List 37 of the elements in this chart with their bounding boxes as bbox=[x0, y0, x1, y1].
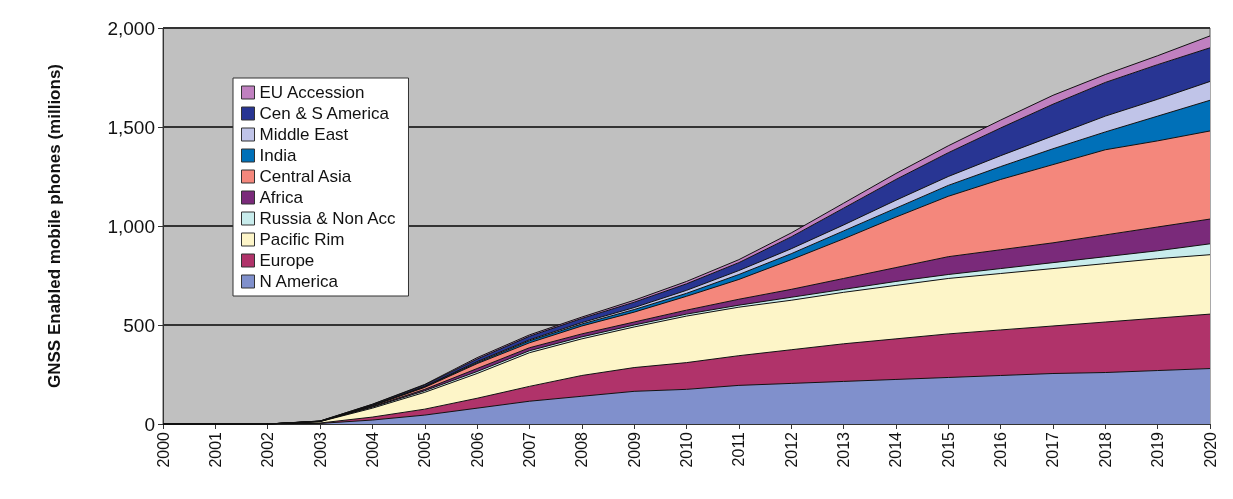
legend-label: Cen & S America bbox=[259, 104, 390, 123]
x-tick-label: 2010 bbox=[678, 431, 695, 468]
legend-label: Central Asia bbox=[259, 167, 352, 186]
x-tick-label: 2009 bbox=[625, 431, 643, 468]
x-tick-label: 2004 bbox=[363, 431, 381, 468]
y-tick-label: 1,500 bbox=[107, 116, 155, 138]
x-tick-label: 2017 bbox=[1044, 431, 1062, 468]
legend-label: Russia & Non Acc bbox=[259, 209, 397, 228]
legend-label: Pacific Rim bbox=[259, 230, 345, 249]
legend-label: Africa bbox=[259, 188, 304, 207]
y-tick-label: 1,000 bbox=[107, 215, 155, 237]
x-tick-label: 2012 bbox=[782, 431, 800, 468]
x-tick-label: 2008 bbox=[573, 431, 591, 468]
x-tick-label: 2015 bbox=[939, 431, 957, 468]
x-tick-label: 2007 bbox=[520, 431, 538, 468]
x-tick-label: 2014 bbox=[887, 431, 905, 468]
x-tick-label: 2020 bbox=[1201, 431, 1219, 468]
x-tick-label: 2006 bbox=[468, 431, 486, 468]
x-tick-label: 2019 bbox=[1149, 431, 1167, 468]
legend-label: N America bbox=[259, 272, 339, 291]
legend-label: Middle East bbox=[259, 125, 349, 144]
legend-label: Europe bbox=[259, 251, 315, 270]
x-tick-label: 2016 bbox=[992, 431, 1010, 468]
legend-label: India bbox=[259, 146, 297, 165]
x-tick-label: 2018 bbox=[1096, 431, 1114, 468]
x-tick-label: 2001 bbox=[206, 431, 224, 468]
y-tick-label: 500 bbox=[123, 314, 155, 336]
x-tick-label: 2003 bbox=[311, 431, 329, 468]
y-tick-label: 0 bbox=[144, 413, 155, 435]
legend-label: EU Accession bbox=[259, 83, 365, 102]
x-tick-label: 2002 bbox=[259, 431, 277, 468]
x-tick-label: 2000 bbox=[154, 431, 172, 468]
y-tick-label: 2,000 bbox=[107, 17, 155, 39]
x-tick-label: 2013 bbox=[835, 431, 853, 468]
x-tick-label: 2011 bbox=[730, 431, 748, 467]
x-tick-label: 2005 bbox=[416, 431, 434, 468]
y-axis-title: GNSS Enabled mobile phones (millions) bbox=[45, 64, 64, 388]
